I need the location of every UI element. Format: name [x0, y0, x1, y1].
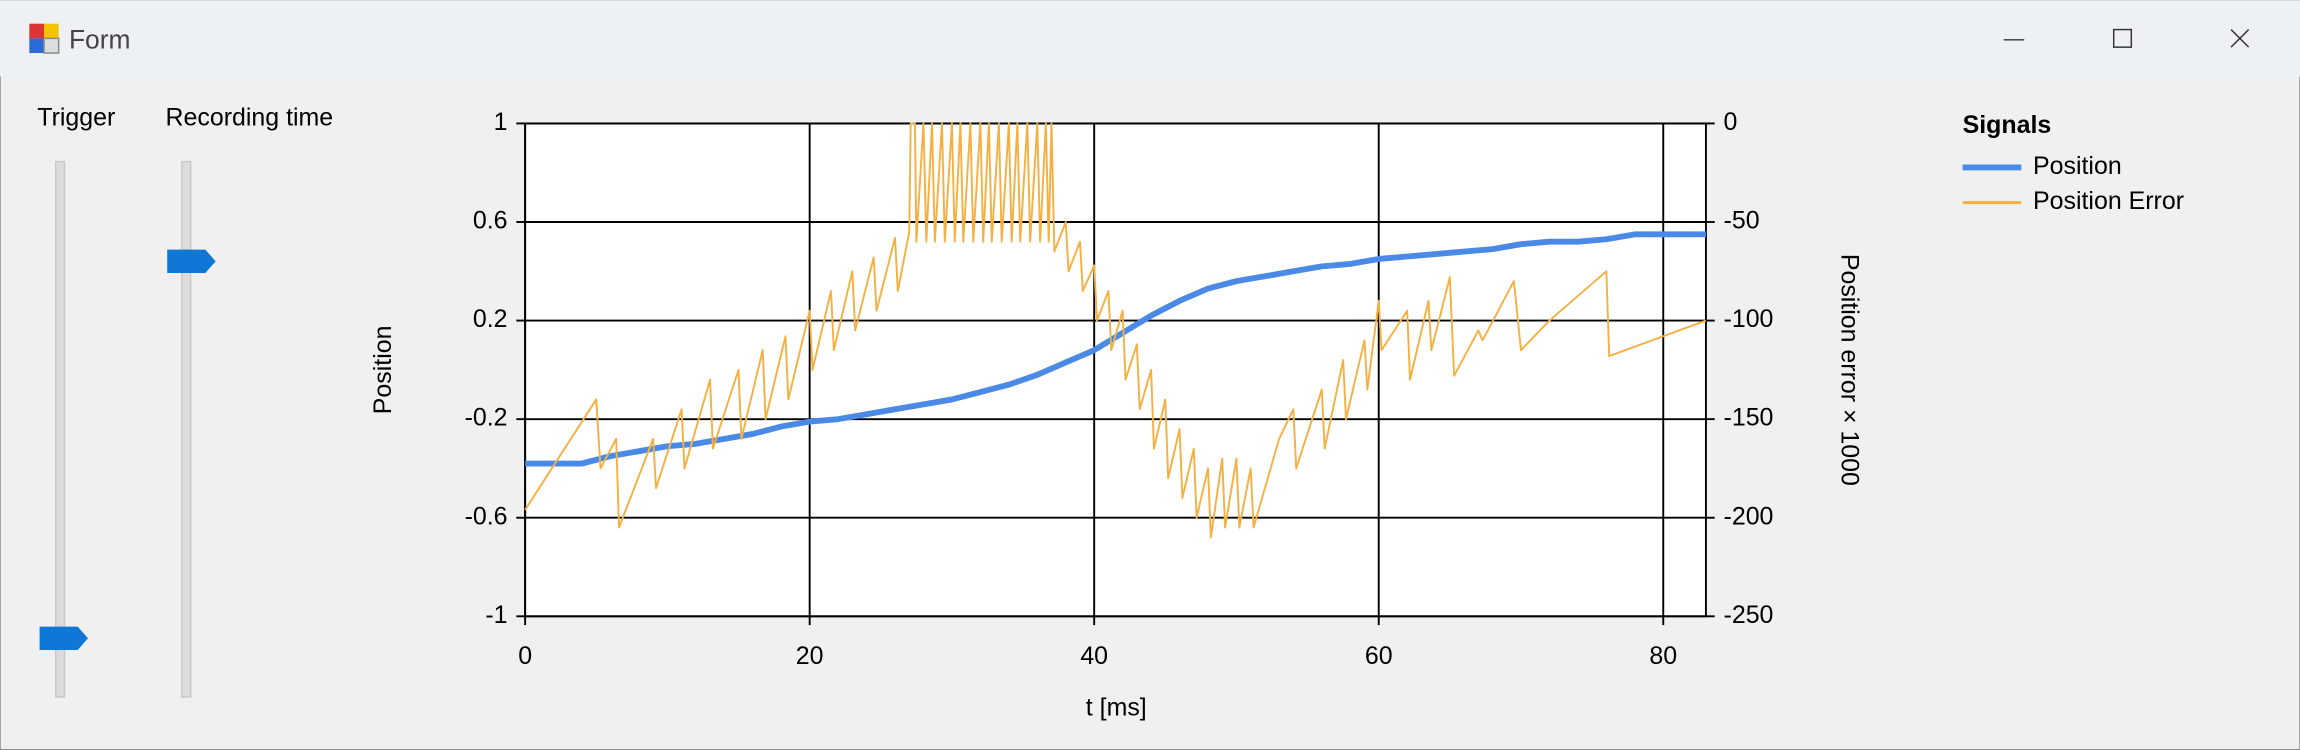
y-tick-label: -0.6 [465, 502, 508, 530]
x-tick-label: 0 [518, 642, 532, 670]
slider-track[interactable] [55, 160, 66, 698]
y2-tick-label: -250 [1724, 601, 1774, 629]
legend-title: Signals [1963, 111, 2052, 139]
y2-tick-label: -150 [1724, 404, 1774, 432]
slider-thumb[interactable] [167, 249, 216, 274]
x-tick-label: 40 [1080, 642, 1108, 670]
x-tick-label: 20 [796, 642, 824, 670]
plot-area [524, 122, 1707, 618]
app-icon [29, 23, 60, 54]
slider-label: Trigger [37, 104, 115, 132]
x-axis-title: t [ms] [1086, 693, 1147, 721]
slider-label: Recording time [166, 104, 334, 132]
x-tick-label: 60 [1365, 642, 1393, 670]
y2-tick-label: 0 [1724, 108, 1738, 136]
series-line [524, 122, 1707, 539]
y-tick-label: 0.2 [473, 305, 508, 333]
title-bar [0, 0, 2300, 77]
y2-tick-label: -200 [1724, 502, 1774, 530]
x-tick-label: 80 [1649, 642, 1677, 670]
legend-label: Position [2033, 152, 2122, 180]
maximize-button[interactable] [2112, 28, 2133, 48]
window-title: Form [69, 24, 131, 54]
y2-tick-label: -100 [1724, 305, 1774, 333]
close-button[interactable] [2230, 29, 2250, 48]
y-tick-label: 1 [494, 108, 508, 136]
y2-tick-label: -50 [1724, 207, 1760, 235]
legend-label: Position Error [2033, 187, 2184, 215]
y-tick-label: -0.2 [465, 404, 508, 432]
y-tick-label: -1 [485, 601, 507, 629]
y2-axis-title: Position error × 1000 [1836, 254, 1864, 486]
slider-thumb[interactable] [39, 626, 89, 651]
y-tick-label: 0.6 [473, 207, 508, 235]
y-axis-title: Position [369, 326, 397, 415]
slider-track[interactable] [181, 160, 192, 698]
